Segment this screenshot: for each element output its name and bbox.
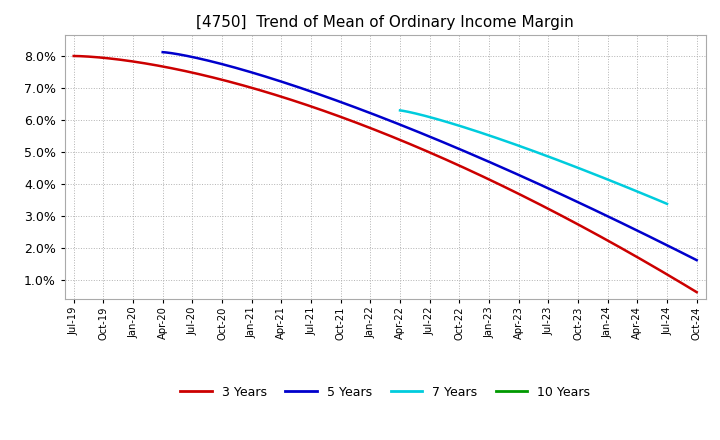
Title: [4750]  Trend of Mean of Ordinary Income Margin: [4750] Trend of Mean of Ordinary Income … [197,15,574,30]
Legend: 3 Years, 5 Years, 7 Years, 10 Years: 3 Years, 5 Years, 7 Years, 10 Years [181,385,590,399]
